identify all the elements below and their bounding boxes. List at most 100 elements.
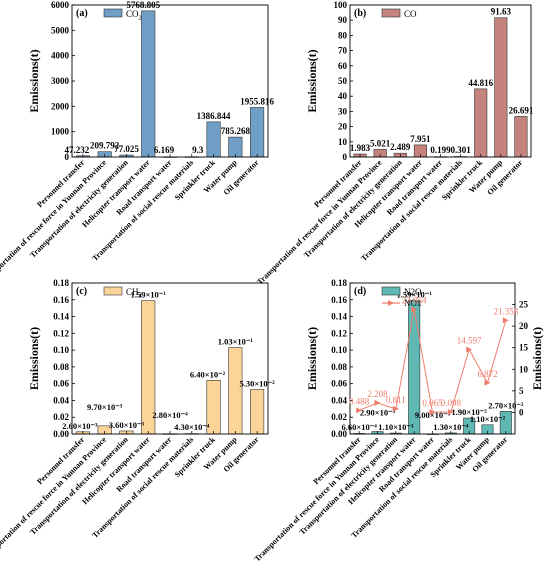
data-label: 3.60×10⁻³ [109,420,145,430]
data-label: 91.63 [491,7,512,17]
y-axis-title: Emissions(t) [305,49,319,112]
data-label: 6.169 [154,145,175,155]
nox-label: 0.488 [349,396,370,406]
y-axis-title: Emissions(t) [27,49,41,112]
y-tick-label: 0 [65,152,70,162]
bar-8 [228,347,243,435]
data-label: 0.301 [450,145,471,155]
y-tick-label: 20 [338,122,348,132]
data-label: 785.268 [221,126,251,136]
data-label: 1.59×10⁻¹ [397,290,433,300]
data-label: 7.951 [410,134,431,144]
legend-text: NOx [404,298,422,308]
data-label: 6.60×10⁻⁴ [342,422,378,432]
y-tick-label: 0.06 [53,379,69,389]
chart-panel-4: 0.00 0.02 0.04 0.06 0.08 0.10 0.12 0.14 0.16 0.18… [253,278,544,563]
y2-axis-title: Emissions(t) [530,327,544,390]
y-tick-label: 2000 [51,101,70,111]
legend-swatch [381,286,401,296]
bar-4 [141,10,156,158]
panel-label: (d) [354,286,366,297]
legend-swatch [381,8,401,18]
y-tick-label: 0.06 [331,379,347,389]
data-label: 1955.816 [240,96,274,106]
panel-label: (a) [76,8,88,19]
data-label: 2.489 [390,142,411,152]
y-tick-label: 6000 [51,0,70,10]
bar-9 [514,116,528,158]
y-tick-label: 0.10 [331,345,347,355]
data-label: 44.816 [468,78,493,88]
y-tick-label: 10 [338,137,348,147]
legend-text: CO [404,9,417,19]
x-tick-label: Transportation of social rescue material… [90,158,195,263]
y-tick-label: 30 [338,106,348,116]
legend-swatch [103,286,123,296]
bar-7 [206,121,221,158]
data-label: 0.199 [430,145,451,155]
panel-label: (c) [76,286,87,297]
panel-label: (b) [354,8,366,19]
nox-point [447,409,454,416]
nox-point [392,405,399,412]
data-label: 1.983 [350,143,371,153]
legend: CO2 [103,8,142,22]
legend-text: CH4 [126,287,143,300]
nox-label: 23.854 [402,296,427,306]
y-tick-label: 0.00 [331,429,347,439]
data-label: 5768.805 [126,0,160,10]
y-axis-title: Emissions(t) [305,327,319,390]
y-tick-label: 5000 [51,25,70,35]
legend-text: CO2 [126,9,142,22]
nox-point [484,379,491,386]
nox-label: 2.208 [367,389,388,399]
y2-tick-label: 20 [519,321,529,331]
legend: CO [381,8,417,19]
y-tick-label: 0.18 [331,278,347,288]
y-tick-label: 4000 [51,51,70,61]
y-tick-label: 100 [334,0,348,10]
y2-tick-label: 0 [519,407,524,417]
data-label: 47.232 [65,145,90,155]
data-label: 1.90×10⁻² [452,407,488,417]
bar-8 [494,17,508,158]
y-tick-label: 0.18 [53,278,69,288]
y-axis-title: Emissions(t) [27,327,41,390]
data-label: 5.30×10⁻² [239,379,275,389]
nox-label: 0.065 [422,398,443,408]
y-tick-label: 70 [338,46,348,56]
y-tick-label: 0.16 [53,295,69,305]
nox-label: 0.811 [386,395,406,405]
y-tick-label: 3000 [51,76,70,86]
y-tick-label: 0.04 [53,395,69,405]
data-label: 1.03×10⁻¹ [218,337,254,347]
data-label: 2.60×10⁻³ [62,421,98,431]
y2-tick-label: 5 [519,386,524,396]
data-label: 2.70×10⁻² [488,400,524,410]
y-tick-label: 40 [338,91,348,101]
y-tick-label: 0.12 [331,328,347,338]
legend-swatch [103,8,123,18]
nox-point [374,399,381,406]
data-label: 1386.844 [197,111,231,121]
y-tick-label: 0.10 [53,345,69,355]
legend-marker [388,300,394,306]
y2-tick-label: 25 [519,300,529,310]
nox-point [429,409,436,416]
data-label: 2.80×10⁻⁴ [152,410,188,420]
y-tick-label: 0.16 [331,295,347,305]
legend: CH4 [103,286,143,300]
y-tick-label: 0.00 [53,429,69,439]
nox-point [466,346,473,353]
data-label: 1.10×10⁻² [470,414,506,424]
legend-text: N2O [404,287,422,297]
data-label: 1.59×10⁻¹ [131,290,167,300]
y-tick-label: 1000 [51,127,70,137]
y-tick-label: 0.12 [53,328,69,338]
data-label: 1.10×10⁻³ [378,422,414,432]
y-tick-label: 0.08 [331,362,347,372]
y-tick-label: 60 [338,61,348,71]
y-tick-label: 0 [343,152,348,162]
